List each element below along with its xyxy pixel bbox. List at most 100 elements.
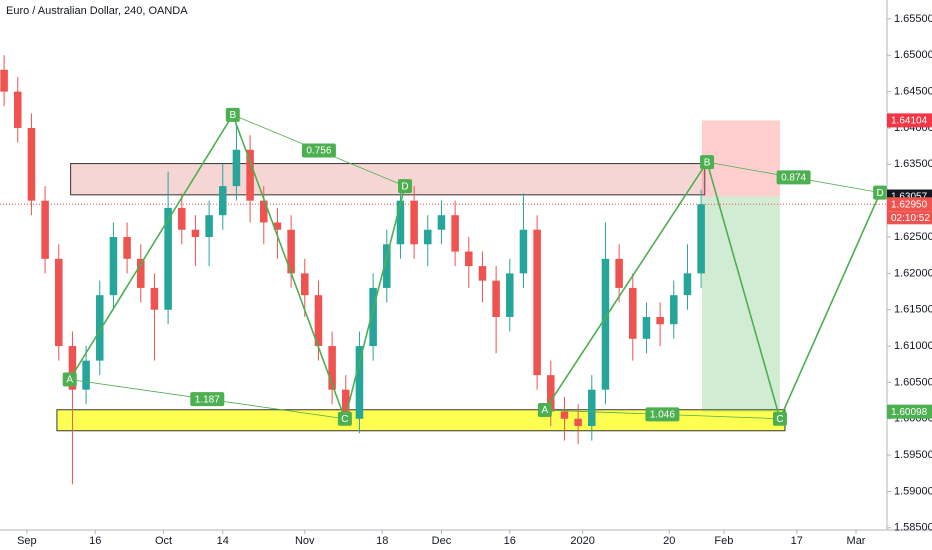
point-label: A [66,375,73,386]
candle-body [642,316,651,339]
candle-body [164,207,172,310]
candle-body [437,215,446,230]
candle-body [205,215,213,238]
candle-body [246,149,254,201]
ratio-badge [645,407,680,422]
pattern-leg [344,185,406,419]
candle-body [547,375,555,412]
candle-body [656,316,664,325]
pattern-leg [706,161,781,419]
candle-body [150,287,159,310]
candle-body [191,229,200,238]
countdown: 02:10:52 [891,213,930,224]
point-badge [398,179,413,194]
chart-title: Euro / Australian Dollar, 240, OANDA [6,5,188,17]
pattern-leg [779,192,881,420]
candle-body [670,295,678,325]
point-badge [772,411,787,426]
pattern-leg [544,161,708,411]
candle-body [478,266,487,281]
ratio-label: 1.046 [650,410,675,421]
candle-body [424,229,432,245]
candle-body [109,237,118,296]
point-badge [225,107,240,122]
candle-body [178,207,186,230]
point-label: B [229,110,236,121]
y-tick-label: 1.61500 [894,304,932,316]
candle-body [683,273,692,296]
candle-body [96,295,104,361]
candle-body [451,215,459,252]
point-badge [62,372,77,387]
point-badge [537,403,552,418]
plot-area: 0.756 1.187 A B C D 0.874 1.046 A B C D [0,55,888,485]
candle-body [615,258,623,288]
candle-body [574,418,582,427]
candle-body [383,244,391,288]
point-badge [700,155,715,170]
candle-body [287,229,295,274]
point-label: D [877,188,884,199]
x-tick-label: Mar [847,535,866,547]
x-tick-label: 20 [663,535,675,547]
candle-body [342,389,350,419]
ratio-label: 1.187 [195,394,220,405]
candle-body [396,200,405,245]
y-tick-label: 1.62500 [894,231,932,243]
stop-area [702,120,780,197]
x-tick-label: Nov [295,535,315,547]
y-tick-label: 1.65500 [894,13,932,25]
candle-body [588,389,596,427]
candle-body [560,411,569,419]
candle-body [41,200,49,259]
candle-body [27,127,36,201]
point-label: D [401,181,408,192]
x-tick-label: 16 [504,535,516,547]
point-label: C [341,414,348,425]
candle-body [410,200,418,245]
candle-body [137,258,145,288]
last-price-tag-bg [887,197,932,212]
candle-body [492,280,500,317]
candle-body [0,69,8,92]
candle-body [533,229,541,376]
candle-body [273,222,282,230]
x-tick-label: Oct [155,535,172,547]
candle-body [629,287,637,339]
y-tick-label: 1.58500 [894,522,932,534]
candle-body [219,186,227,216]
y-tick-label: 1.62000 [894,267,932,279]
y-tick-label: 1.61000 [894,340,932,352]
point-badge [873,185,888,200]
x-tick-label: Feb [714,535,733,547]
ratio-label: 0.756 [306,146,331,157]
x-tick-label: 17 [791,535,803,547]
stop-tag-bg [887,113,932,128]
countdown-bg [887,211,932,225]
point-label: B [704,157,711,168]
pattern-leg [232,114,346,420]
target-tag-bg [887,404,932,419]
point-label: A [542,405,549,416]
candle-body [232,149,241,187]
candle-body [465,251,473,267]
y-tick-label: 1.63500 [894,158,932,170]
candle-body [123,237,131,259]
candle-body [355,346,364,419]
ratio-badge [190,392,225,407]
candle-body [14,91,22,128]
target-tag: 1.60098 [891,407,928,418]
point-badge [337,411,352,426]
x-tick-label: 14 [217,535,229,547]
candle-body [697,204,705,274]
x-tick-label: 2020 [570,535,594,547]
candle-body [601,258,610,390]
x-tick-label: 16 [89,535,101,547]
pattern-leg [69,114,234,380]
candle-body [369,287,377,347]
y-tick-label: 1.60500 [894,376,932,388]
candle-body [82,360,90,390]
last-price-tag: 1.62950 [891,199,928,210]
